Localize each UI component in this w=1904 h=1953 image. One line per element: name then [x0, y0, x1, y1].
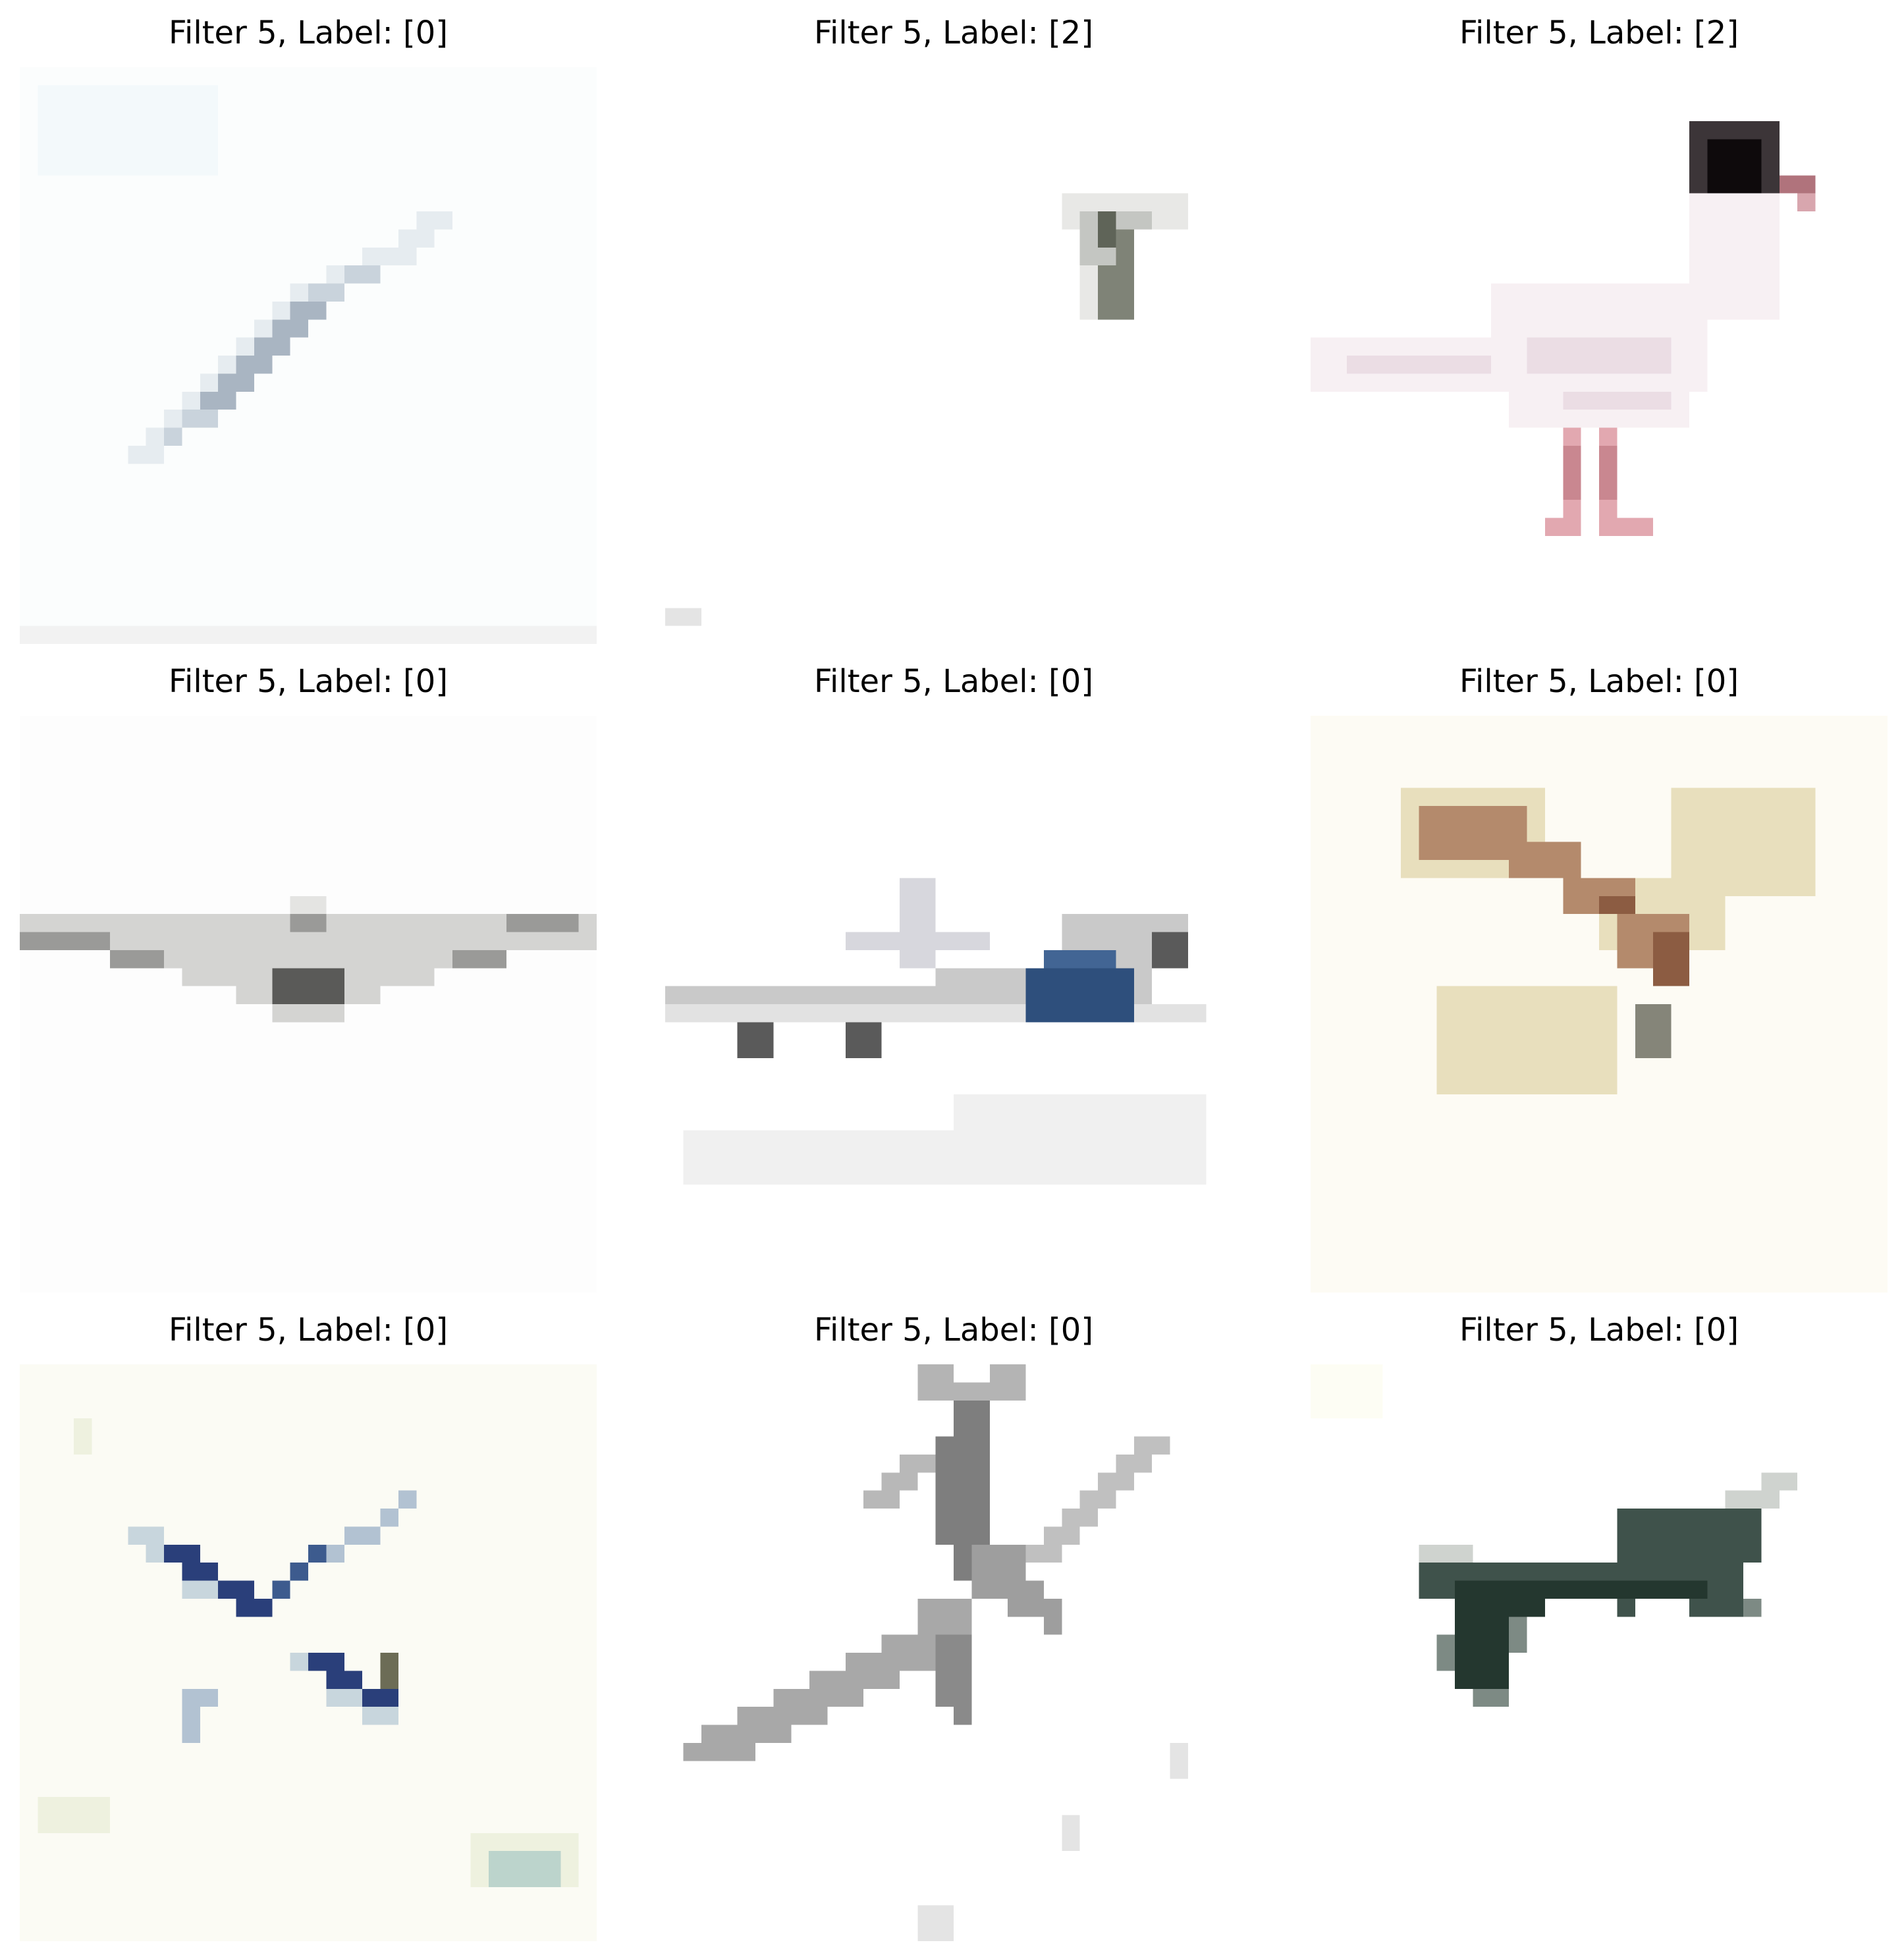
panel-image — [20, 67, 597, 644]
panel-image — [20, 716, 597, 1293]
panel-image — [1311, 716, 1888, 1293]
panel-title: Filter 5, Label: [0] — [168, 14, 449, 51]
panel-title: Filter 5, Label: [2] — [813, 14, 1094, 51]
panel-title: Filter 5, Label: [2] — [1459, 14, 1739, 51]
panel-title: Filter 5, Label: [0] — [168, 663, 449, 700]
panel-image — [665, 67, 1242, 644]
panel-title: Filter 5, Label: [0] — [168, 1312, 449, 1349]
panel-title: Filter 5, Label: [0] — [813, 663, 1094, 700]
panel-image — [1311, 1364, 1888, 1941]
panel-image — [1311, 67, 1888, 644]
panel-title: Filter 5, Label: [0] — [1459, 1312, 1739, 1349]
panel-image — [665, 1364, 1242, 1941]
panel-title: Filter 5, Label: [0] — [813, 1312, 1094, 1349]
panel-title: Filter 5, Label: [0] — [1459, 663, 1739, 700]
panel-image — [665, 716, 1242, 1293]
panel-image — [20, 1364, 597, 1941]
